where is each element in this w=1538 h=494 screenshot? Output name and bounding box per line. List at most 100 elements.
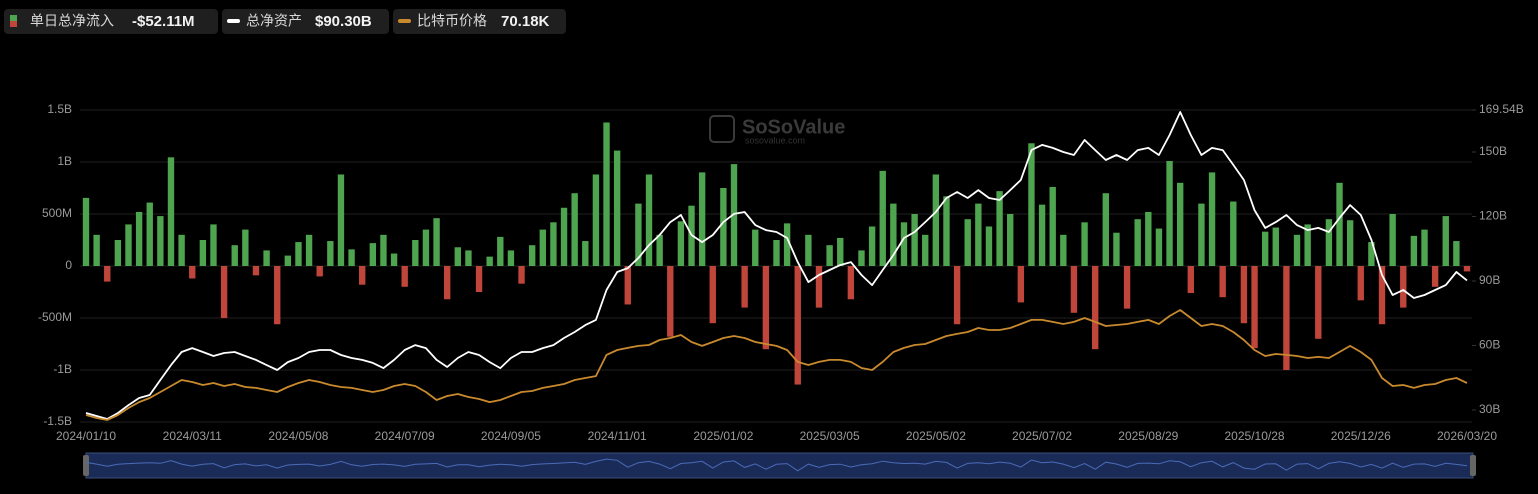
y-tick-label: -1B <box>53 362 72 376</box>
watermark-sub: sosovalue.com <box>745 135 805 145</box>
bar <box>401 266 408 287</box>
bar <box>1389 214 1396 266</box>
bar <box>1293 234 1301 266</box>
bar <box>975 203 982 266</box>
bar <box>1176 182 1184 266</box>
bar <box>1410 235 1418 266</box>
x-tick-label: 2025/10/28 <box>1225 429 1285 443</box>
x-tick-label: 2024/01/10 <box>56 429 116 443</box>
bar <box>93 234 100 266</box>
bar <box>507 250 515 266</box>
bar <box>1145 211 1152 266</box>
bar <box>1240 266 1248 324</box>
bar <box>932 174 940 266</box>
bar <box>890 203 897 266</box>
navigator-handle[interactable] <box>1470 455 1476 476</box>
bar <box>1102 193 1110 266</box>
bar <box>189 266 196 279</box>
bar <box>656 234 663 266</box>
bar <box>284 255 292 266</box>
bar <box>274 266 281 325</box>
bar <box>114 240 122 266</box>
bar <box>242 229 249 266</box>
x-tick-label: 2024/03/11 <box>163 429 222 443</box>
x-tick-label: 2025/08/29 <box>1118 429 1178 443</box>
bar <box>645 174 653 266</box>
bar <box>1431 266 1439 287</box>
legend-item[interactable] <box>4 9 218 34</box>
x-tick-label: 2026/03/20 <box>1437 429 1497 443</box>
x-tick-label: 2025/01/02 <box>693 429 753 443</box>
bar <box>592 174 600 266</box>
navigator-handle[interactable] <box>83 455 89 476</box>
x-tick-label: 2024/09/05 <box>481 429 541 443</box>
y-tick-label: -500M <box>38 310 72 324</box>
bar <box>1060 234 1067 266</box>
bar <box>582 241 589 266</box>
bar <box>1251 266 1258 349</box>
y-tick-label: 1B <box>57 154 72 168</box>
bar <box>1155 228 1163 266</box>
bar <box>528 245 536 266</box>
bar <box>571 193 578 266</box>
bar <box>1357 266 1364 301</box>
bar <box>1198 203 1205 266</box>
bar <box>826 245 833 266</box>
bar <box>178 234 185 266</box>
bar <box>1092 266 1099 350</box>
bar <box>815 266 823 308</box>
bar <box>433 218 440 266</box>
bar <box>1442 216 1449 266</box>
bar <box>380 234 387 266</box>
navigator-window[interactable] <box>85 452 1474 479</box>
y-tick-label: -1.5B <box>43 414 72 428</box>
y2-tick-label: 169.54B <box>1479 102 1524 116</box>
bar <box>1304 224 1311 266</box>
bar <box>305 234 313 266</box>
bar <box>996 191 1003 266</box>
x-tick-label: 2024/05/08 <box>268 429 328 443</box>
bar <box>104 266 111 282</box>
legend-label: 单日总净流入 <box>30 13 114 29</box>
x-tick-label: 2025/05/02 <box>906 429 966 443</box>
bar <box>454 247 461 266</box>
bar <box>1081 222 1088 266</box>
navigator-line <box>85 458 1468 472</box>
bar <box>1453 241 1460 266</box>
bar <box>752 229 759 266</box>
plot-area: 1.5B 1B 500M 0 -500M -1B -1.5B 169.54B 150B 120B 9… <box>38 102 1524 443</box>
bar <box>1400 266 1407 308</box>
bar <box>157 216 164 266</box>
navigator[interactable] <box>83 452 1476 479</box>
legend-item[interactable] <box>393 9 566 34</box>
bar <box>443 266 451 300</box>
bar <box>1336 182 1343 266</box>
y-tick-label: 500M <box>42 206 72 220</box>
legend-label: 总净资产 <box>246 13 302 29</box>
bar <box>486 256 493 266</box>
bar <box>1049 186 1056 266</box>
bar <box>316 266 323 277</box>
bar <box>465 250 472 266</box>
bar <box>135 211 143 266</box>
bar <box>964 219 971 266</box>
bar <box>348 249 355 266</box>
bar <box>741 266 748 308</box>
bar <box>369 243 377 266</box>
bar <box>677 221 685 266</box>
bar <box>1325 219 1333 266</box>
bar <box>603 122 610 266</box>
bar <box>794 266 801 385</box>
y2-tick-label: 150B <box>1479 144 1507 158</box>
bar <box>667 266 674 337</box>
legend-icon-down <box>10 21 17 27</box>
legend-item[interactable] <box>222 9 389 34</box>
legend-icon-up <box>10 15 17 21</box>
bar <box>837 237 844 266</box>
bar <box>1368 242 1375 266</box>
bar <box>422 229 430 266</box>
bar <box>911 214 918 266</box>
bar <box>922 234 929 266</box>
